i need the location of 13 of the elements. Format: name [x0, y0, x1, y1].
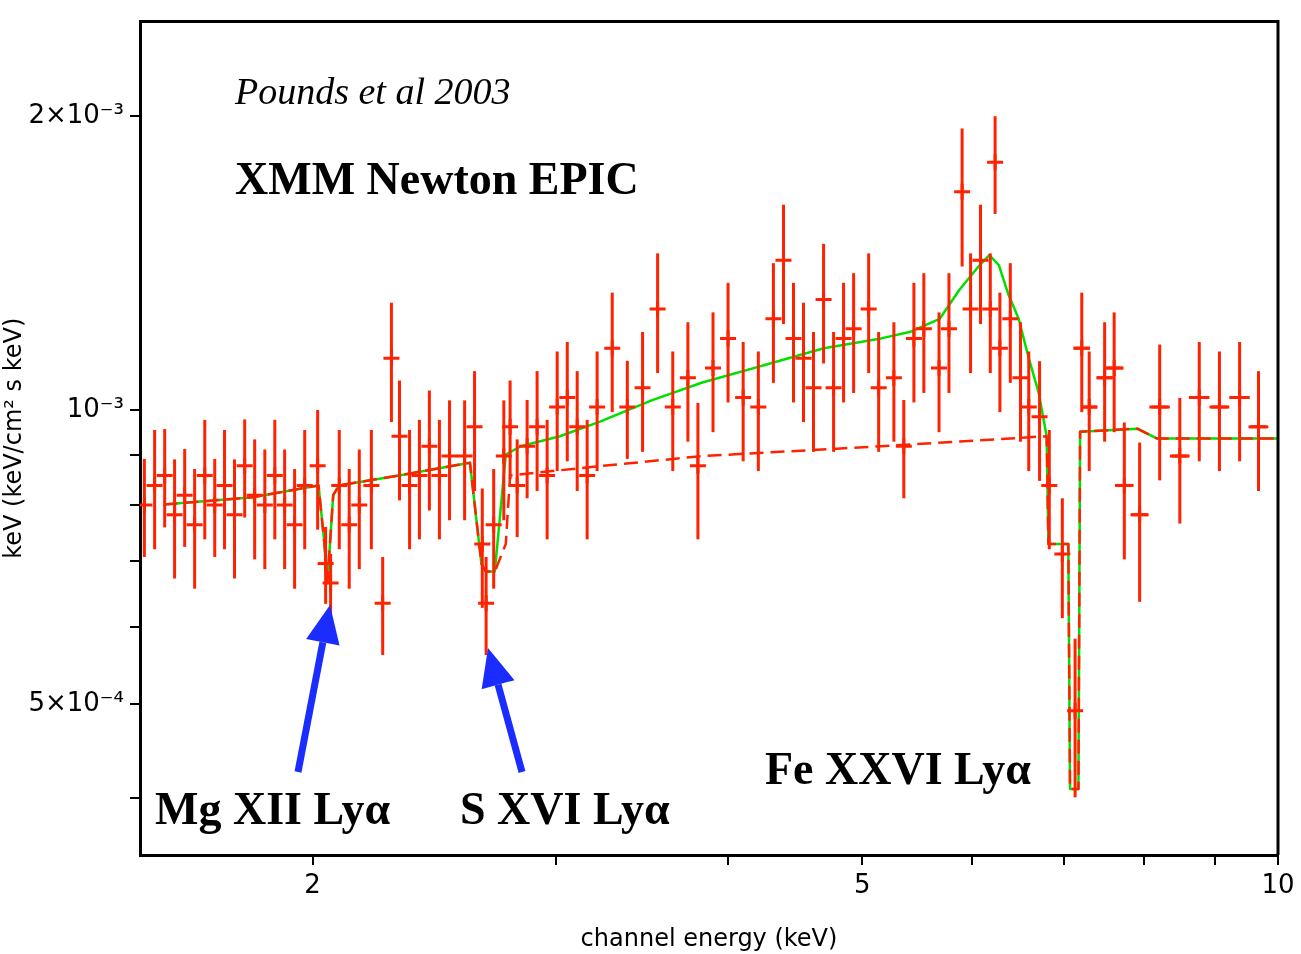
y-tick-label: 2×10⁻³: [28, 98, 124, 129]
x-tick-label: 5: [853, 869, 871, 900]
annotation: XMM Newton EPIC: [235, 153, 639, 204]
x-tick-label: 2: [304, 869, 321, 900]
annotation: Pounds et al 2003: [235, 70, 511, 112]
x-tick-label: 10: [1261, 869, 1295, 900]
y-axis-title: keV (keV/cm² s keV): [0, 317, 27, 559]
annotation: Fe XXVI Lyα: [765, 743, 1031, 794]
x-axis-title: channel energy (keV): [580, 923, 838, 952]
y-tick-label: 5×10⁻⁴: [28, 686, 124, 717]
annotation: Mg XII Lyα: [155, 783, 391, 834]
y-tick-label: 10⁻³: [66, 392, 124, 423]
annotation: S XVI Lyα: [460, 783, 670, 834]
